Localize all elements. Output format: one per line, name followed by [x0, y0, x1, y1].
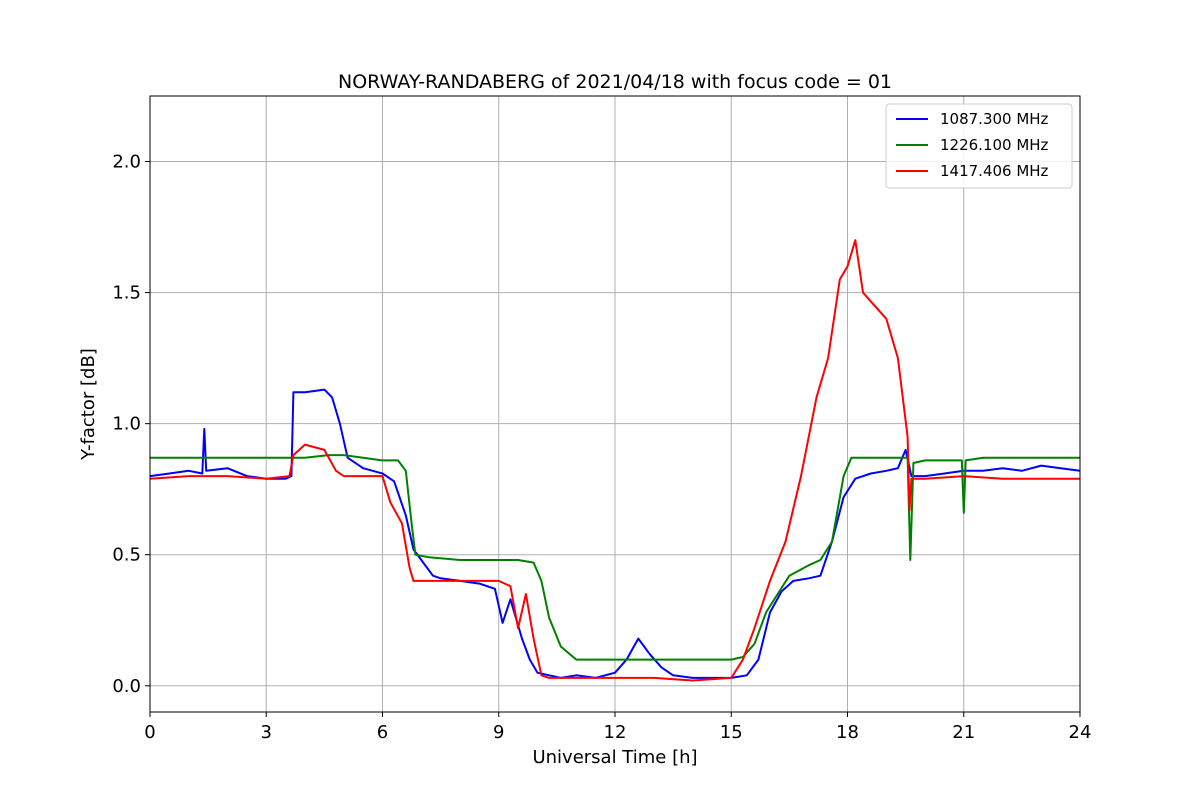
x-tick-label: 24 [1069, 722, 1092, 743]
plot-series [149, 239, 1081, 682]
y-tick-label: 2.0 [112, 152, 141, 173]
y-tick-label: 0.5 [112, 545, 141, 566]
x-tick-label: 9 [493, 722, 504, 743]
series-line-1 [150, 454, 1080, 661]
x-tick-label: 3 [261, 722, 272, 743]
y-tick-label: 0.0 [112, 676, 141, 697]
x-axis-label: Universal Time [h] [532, 747, 697, 768]
y-tick-label: 1.5 [112, 283, 141, 304]
series-line-0 [149, 388, 1081, 679]
chart-title: NORWAY-RANDABERG of 2021/04/18 with focu… [338, 71, 892, 93]
legend: 1087.300 MHz 1226.100 MHz 1417.406 MHz [885, 103, 1073, 189]
x-tick-label: 12 [604, 722, 627, 743]
series-line-2 [149, 239, 1080, 682]
y-axis-label: Y-factor [dB] [78, 348, 99, 461]
axis-ticks: 0 3 6 9 12 15 18 21 24 0.0 0.5 1.0 1.5 2.0 [112, 152, 1091, 743]
x-tick-label: 0 [144, 722, 155, 743]
x-tick-label: 18 [836, 722, 859, 743]
x-tick-label: 15 [720, 722, 743, 743]
legend-label-1226: 1226.100 MHz [940, 136, 1049, 154]
x-tick-label: 6 [377, 722, 388, 743]
legend-label-1417: 1417.406 MHz [940, 162, 1049, 180]
legend-box [885, 103, 1073, 189]
y-tick-label: 1.0 [112, 414, 141, 435]
legend-label-1087: 1087.300 MHz [940, 110, 1049, 128]
x-tick-label: 21 [952, 722, 975, 743]
